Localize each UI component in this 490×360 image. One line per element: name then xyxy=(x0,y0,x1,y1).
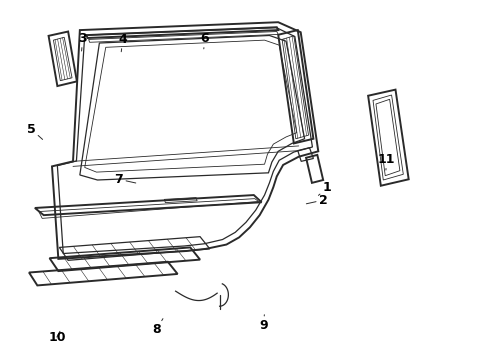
Text: 5: 5 xyxy=(26,122,43,139)
Text: 6: 6 xyxy=(200,32,209,49)
Text: 3: 3 xyxy=(78,32,87,51)
Text: 4: 4 xyxy=(119,33,127,52)
Text: 7: 7 xyxy=(115,173,136,186)
Text: 1: 1 xyxy=(318,181,331,195)
Text: 8: 8 xyxy=(152,319,163,336)
Text: 10: 10 xyxy=(48,330,66,343)
Text: 2: 2 xyxy=(306,194,327,207)
Text: 9: 9 xyxy=(259,315,268,332)
Text: 11: 11 xyxy=(378,153,395,170)
